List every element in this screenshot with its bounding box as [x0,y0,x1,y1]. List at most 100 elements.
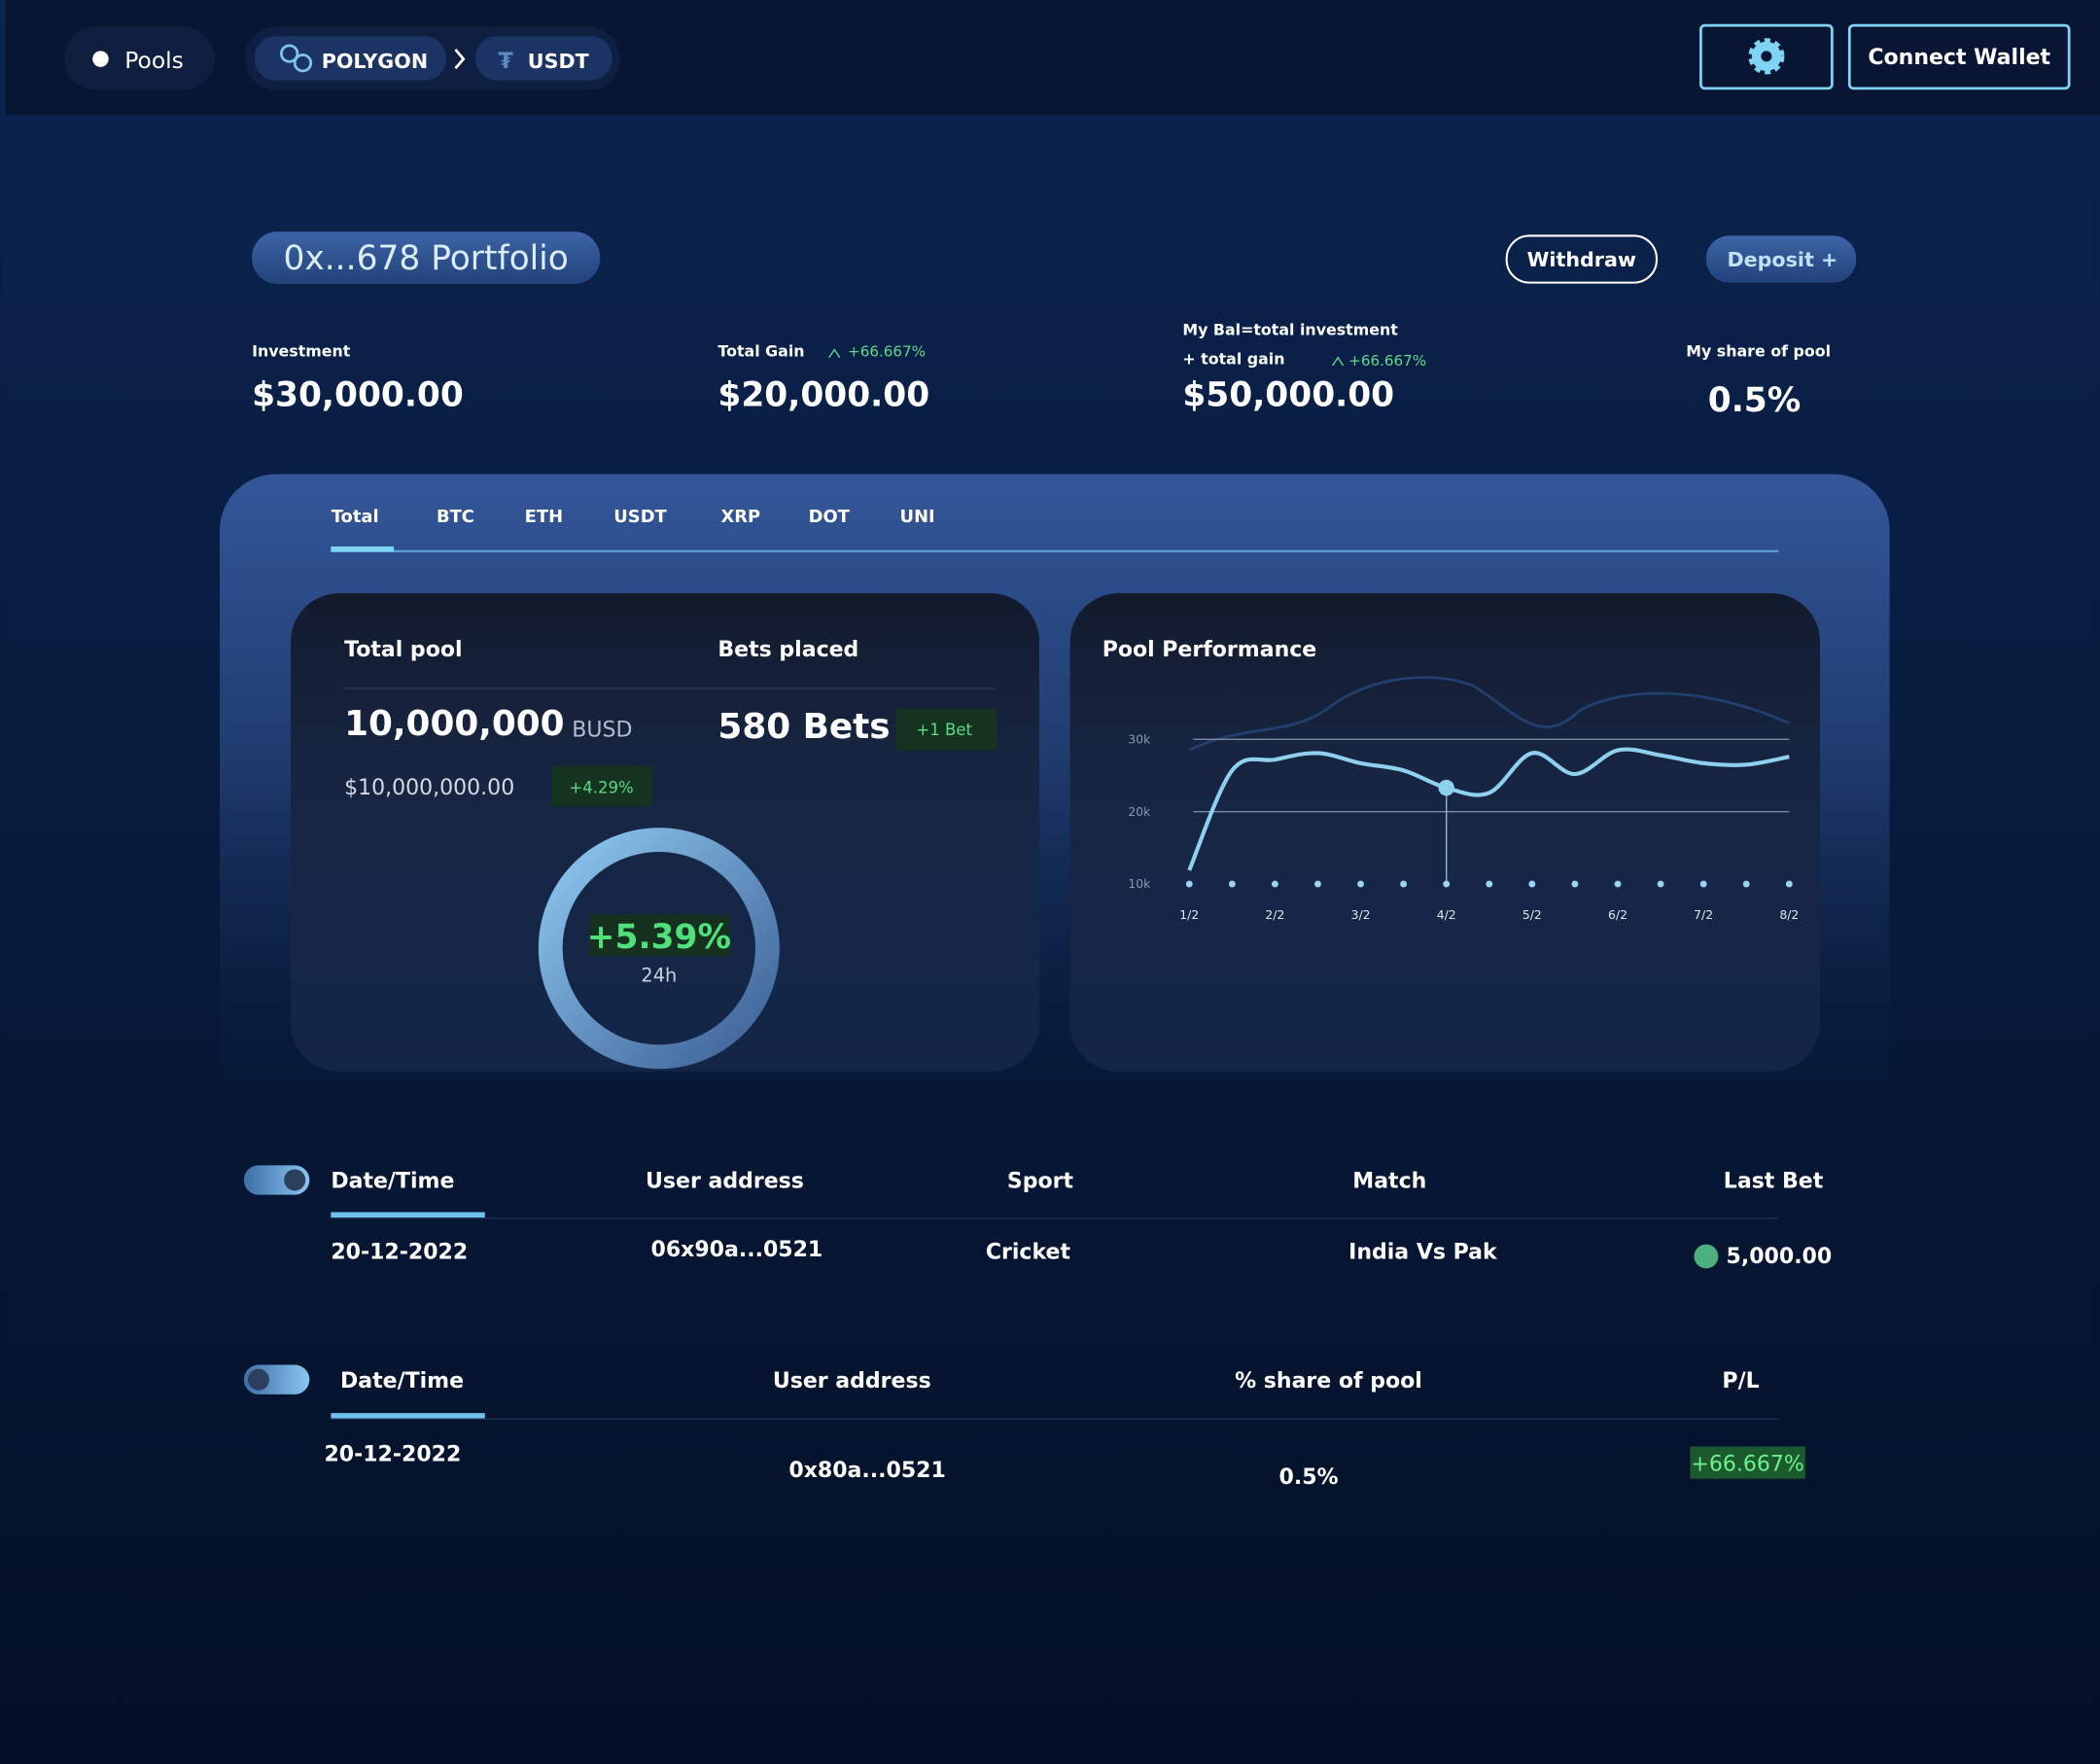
bets-badge [895,708,997,751]
column-header: User address [773,1369,931,1394]
gear-hole [1761,51,1772,62]
withdraw-button[interactable] [1505,234,1658,284]
cell: 0.5% [1279,1465,1339,1490]
x-tick-label: 2/2 [1265,907,1284,922]
portfolio-title: 0x...678 Portfolio [283,239,568,278]
column-header: Last Bet [1724,1170,1824,1194]
tab[interactable]: UNI [900,507,935,527]
chart-title: Pool Performance [1102,638,1317,662]
tab[interactable]: XRP [720,507,760,527]
pool-unit: BUSD [572,719,632,743]
pools-icon [92,51,109,67]
x-dot [1571,880,1579,888]
usdt-icon [1694,1244,1719,1269]
token-icon: ₮ [499,50,514,74]
performance-card [1069,593,1820,1072]
column-header: User address [646,1170,804,1194]
stat-label: Total Gain [718,341,804,360]
toggle-knob [247,1368,269,1391]
pool-amount: 10,000,000 [344,704,564,744]
x-dot [1528,880,1536,888]
stat-value: $20,000.00 [718,375,929,414]
x-tick-label: 5/2 [1522,907,1542,922]
gauge-value: +5.39% [587,918,731,957]
connect-wallet-button[interactable] [1847,23,2071,90]
sort-indicator [331,1413,485,1419]
column-header: P/L [1722,1369,1759,1394]
x-tick-label: 1/2 [1179,907,1199,922]
x-tick-label: 7/2 [1694,907,1713,922]
tab[interactable]: ETH [525,507,563,527]
token-pill[interactable] [475,36,612,81]
cell: India Vs Pak [1348,1241,1498,1265]
x-dot [1357,880,1364,888]
toggle-knob [284,1169,306,1191]
cell: Cricket [986,1241,1071,1265]
chain-icon [293,53,313,73]
stat-value: $50,000.00 [1182,375,1394,414]
pool-change-badge [551,765,652,807]
tab-bar: Total BTC ETH USDT XRP DOT UNI [332,507,935,527]
column-header: Date/Time [331,1170,454,1194]
x-dot [1271,880,1278,888]
bets-value: 580 Bets [718,707,890,747]
line-chart: 10k 20k 30k 1/2 2/2 3/2 4/2 5/2 6/2 7/2 8/2 [1128,731,1799,921]
card-label: Bets placed [718,638,858,662]
stat-value: $30,000.00 [252,375,464,414]
tab[interactable]: Total [332,507,379,527]
pools-button[interactable] [64,26,215,90]
pool-change: +4.29% [569,778,633,796]
column-header: Date/Time [340,1369,464,1394]
gauge-period: 24h [641,965,677,987]
chain-icon [280,44,299,63]
chain-label: POLYGON [322,50,428,73]
x-dot [1228,880,1236,888]
x-tick-label: 6/2 [1608,907,1628,922]
performance-line [1187,747,1790,871]
stat-change: +66.667% [1348,352,1426,370]
stat-value: 0.5% [1708,381,1801,420]
x-dot [1400,880,1408,888]
pools-label: Pools [124,47,184,74]
active-tab-indicator [331,546,395,552]
cell: +66.667% [1691,1452,1803,1476]
tab[interactable]: BTC [437,507,474,527]
cell: 0x80a...0521 [788,1459,945,1483]
up-arrow [1332,356,1345,367]
tab[interactable]: USDT [613,507,667,527]
cell: 06x90a...0521 [651,1238,823,1262]
bets-badge-text: +1 Bet [916,721,972,739]
stat-change: +66.667% [848,342,926,360]
deposit-button[interactable] [1705,235,1857,283]
x-dot [1486,880,1493,888]
portfolio-pill [252,231,601,285]
y-tick-label: 20k [1128,804,1151,819]
stat-label: My share of pool [1686,341,1831,360]
deposit-label: Deposit + [1727,248,1838,271]
x-dot [1614,880,1622,888]
shares-table: Date/Time User address % share of pool P/L 2… [324,1369,1803,1490]
column-header: Sport [1007,1170,1074,1194]
bets-table: Date/Time User address Sport Match Last Bet 2… [331,1170,1832,1269]
column-header: % share of pool [1235,1369,1422,1394]
chain-pill[interactable] [254,36,446,81]
cell: 20-12-2022 [324,1443,461,1467]
x-tick-label: 3/2 [1351,907,1371,922]
x-dot [1185,880,1193,888]
chevron [454,49,466,70]
x-tick-label: 8/2 [1779,907,1799,922]
gauge-badge [589,914,730,957]
settings-button[interactable] [1699,23,1834,90]
column-header: Match [1352,1170,1426,1194]
token-label: USDT [528,50,589,73]
x-dot [1699,880,1707,888]
x-dot [1443,880,1451,888]
tab[interactable]: DOT [809,507,851,527]
x-tick-label: 4/2 [1437,907,1456,922]
pool-usd: $10,000,000.00 [344,776,514,800]
cell: 20-12-2022 [331,1241,468,1265]
x-dot [1657,880,1664,888]
up-arrow [828,348,841,359]
hover-point [1438,779,1454,796]
